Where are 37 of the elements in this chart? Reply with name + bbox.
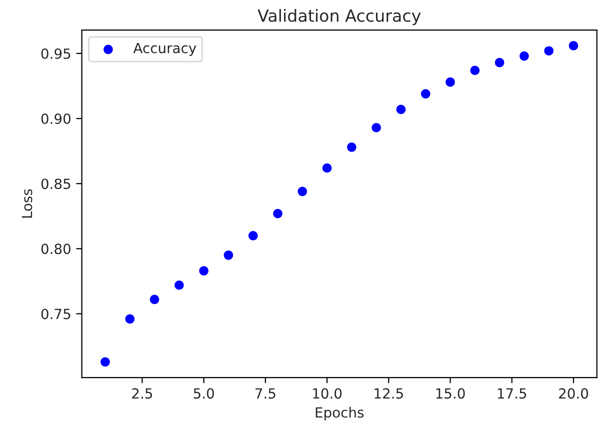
x-tick-label: 12.5 [374, 388, 403, 399]
point [372, 122, 381, 132]
point [150, 294, 160, 304]
point [470, 66, 480, 76]
y-tick-label: 0.90 [41, 114, 70, 124]
y-tick-label: 0.80 [41, 244, 70, 254]
legend-label: Accuracy [133, 42, 196, 56]
point [520, 51, 529, 61]
point [273, 208, 282, 218]
point [568, 40, 578, 50]
x-tick-label: 5.0 [194, 388, 214, 399]
x-tick-label: 20.0 [559, 388, 588, 399]
point [420, 89, 430, 98]
point [494, 58, 504, 68]
point [224, 250, 234, 260]
point [446, 77, 455, 87]
y-tick-label: 0.95 [41, 48, 70, 59]
x-tick-label: 10.0 [313, 388, 342, 399]
point [322, 163, 332, 173]
y-axis-title: Loss [22, 189, 32, 218]
point [125, 314, 135, 324]
point [396, 104, 406, 114]
x-tick-label: 17.5 [498, 388, 526, 399]
x-tick-label: 2.5 [132, 388, 152, 399]
point [100, 357, 110, 367]
x-axis-title: Epochs [316, 406, 364, 420]
point [347, 142, 356, 152]
point [544, 46, 554, 56]
point [248, 231, 258, 240]
chart-title: Validation Accuracy [258, 9, 421, 26]
y-tick-label: 0.75 [41, 308, 70, 320]
point [199, 266, 208, 276]
x-tick-label: 15.0 [436, 388, 465, 399]
point [298, 186, 308, 196]
y-tick-label: 0.85 [41, 178, 70, 190]
x-tick-label: 7.5 [256, 388, 276, 399]
point [174, 280, 184, 290]
